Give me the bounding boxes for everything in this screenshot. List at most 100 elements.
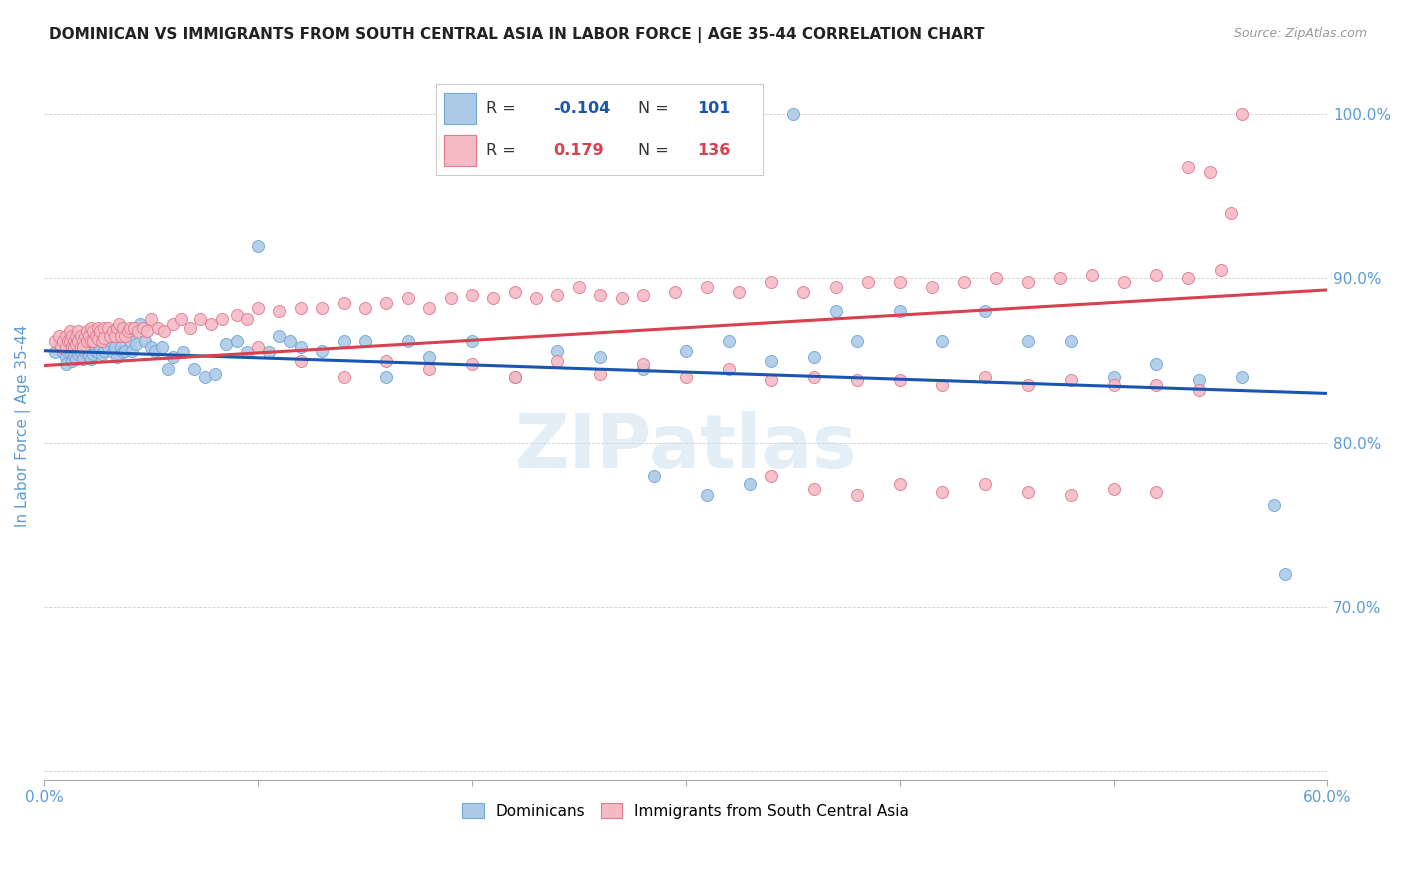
Point [503,370,526,384]
Point [1144,485,1167,500]
Point [134,334,156,348]
Point [179,320,201,334]
Point [589,288,612,302]
Point [131,320,153,334]
Point [332,370,354,384]
Text: Source: ZipAtlas.com: Source: ZipAtlas.com [1233,27,1367,40]
Point [150,340,173,354]
Point [93,343,115,358]
Point [84,329,107,343]
Point [921,279,943,293]
Point [118,334,141,348]
Point [110,340,132,354]
Point [589,351,612,365]
Point [589,367,612,381]
Point [146,320,169,334]
Point [60,329,83,343]
Point [1081,268,1104,282]
Point [65,329,87,343]
Point [69,334,91,348]
Point [332,296,354,310]
Point [269,304,291,318]
Point [200,318,222,332]
Point [77,329,100,343]
Point [56,334,79,348]
Point [631,288,654,302]
Point [1230,107,1253,121]
Point [824,304,846,318]
Point [93,334,115,348]
Point [1060,373,1083,387]
Point [524,291,547,305]
Point [728,285,751,299]
Point [290,301,312,315]
Point [80,320,103,334]
Point [354,301,377,315]
Legend: Dominicans, Immigrants from South Central Asia: Dominicans, Immigrants from South Centra… [456,797,915,825]
Point [761,468,783,483]
Point [1017,334,1039,348]
Point [76,343,98,358]
Point [824,279,846,293]
Point [1188,373,1211,387]
Point [118,320,141,334]
Point [439,291,461,305]
Point [91,347,114,361]
Point [547,288,569,302]
Point [845,488,868,502]
Point [55,342,77,356]
Point [91,334,114,348]
Point [72,340,94,354]
Point [225,334,247,348]
Point [52,345,75,359]
Point [396,291,419,305]
Point [122,320,145,334]
Point [77,349,100,363]
Point [93,320,115,334]
Point [162,351,184,365]
Point [67,324,90,338]
Point [503,370,526,384]
Point [931,485,953,500]
Point [63,334,86,348]
Point [290,353,312,368]
Point [105,351,128,365]
Point [65,337,87,351]
Point [183,361,205,376]
Point [717,361,740,376]
Point [482,291,505,305]
Point [782,107,804,121]
Point [211,312,233,326]
Point [77,337,100,351]
Point [974,370,997,384]
Point [48,329,70,343]
Point [117,324,139,338]
Point [845,373,868,387]
Point [247,301,270,315]
Point [503,285,526,299]
Point [792,285,814,299]
Point [56,345,79,359]
Point [803,482,825,496]
Point [1102,378,1125,392]
Point [44,334,66,348]
Point [82,334,104,348]
Point [112,345,135,359]
Point [931,334,953,348]
Point [65,334,87,348]
Point [97,320,120,334]
Point [72,334,94,348]
Point [101,345,124,359]
Point [1017,378,1039,392]
Point [953,275,976,289]
Point [236,345,259,359]
Point [354,334,377,348]
Point [67,334,90,348]
Point [1274,567,1296,582]
Point [761,275,783,289]
Point [1102,370,1125,384]
Point [59,324,82,338]
Point [65,351,87,366]
Point [172,345,194,359]
Point [738,476,761,491]
